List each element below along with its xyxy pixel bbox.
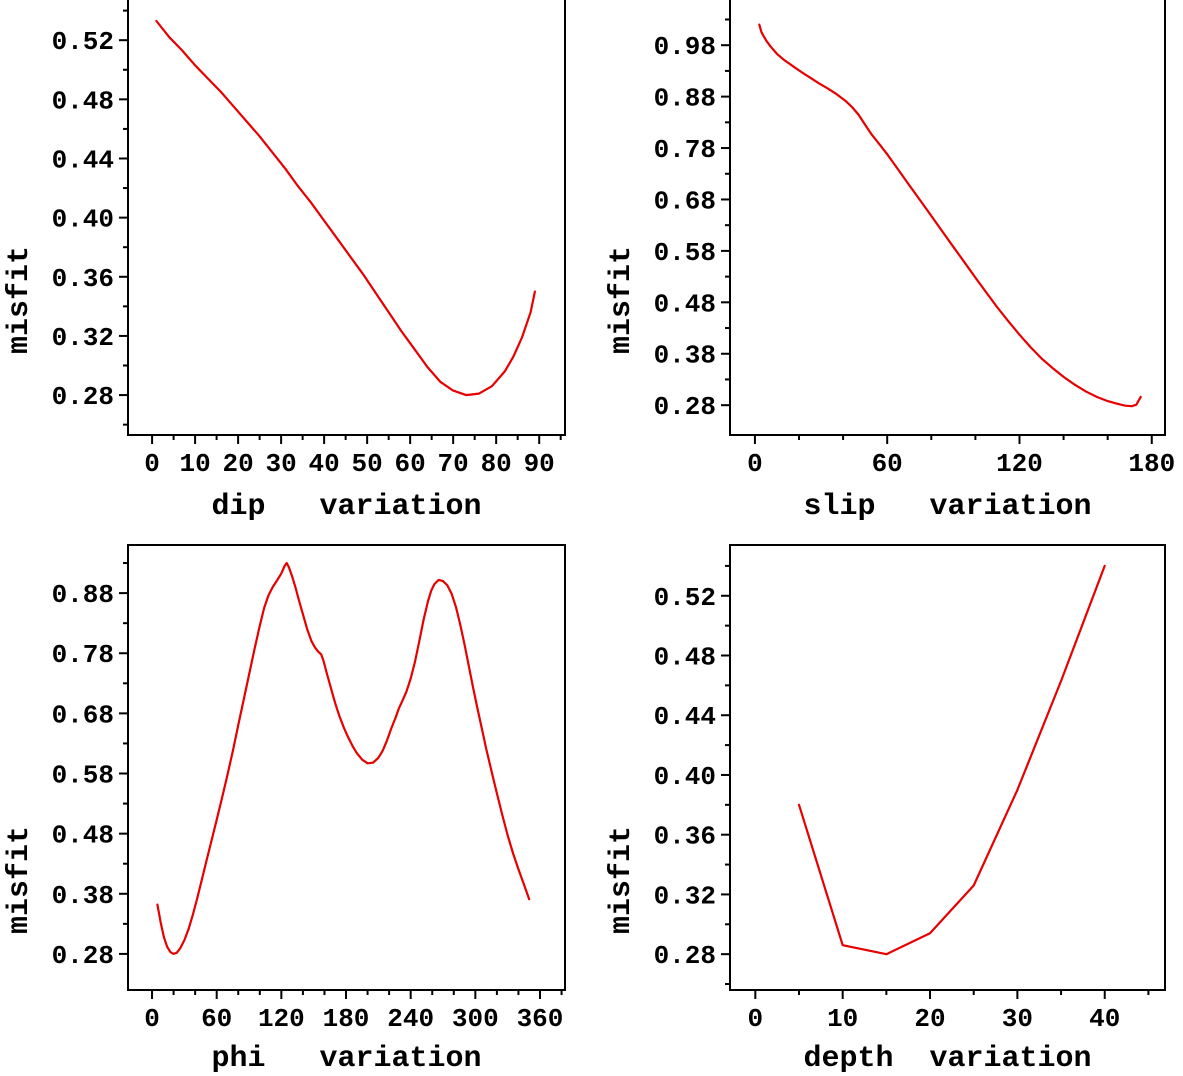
x-tick-label: 40 <box>309 449 340 479</box>
depth-variation-plot: 0 10 20 30 40 0.28 0.32 0.36 0.40 0.44 0.48 0.52 <box>654 544 1166 1034</box>
x-tick-label: 0 <box>144 1004 160 1034</box>
misfit-curve <box>758 23 1142 408</box>
y-tick-label: 0.88 <box>52 580 114 610</box>
x-tick-label: 60 <box>201 1004 232 1034</box>
x-tick-label: 120 <box>996 449 1043 479</box>
misfit-curve <box>155 19 537 397</box>
y-tick-label: 0.44 <box>52 145 114 175</box>
x-tick-label: 60 <box>395 449 426 479</box>
dip-x-axis-title: dip variation <box>211 490 482 524</box>
y-tick-label: 0.68 <box>52 700 114 730</box>
plot-frame <box>127 0 566 436</box>
slip-y-axis-title: misfit <box>605 245 639 355</box>
x-tick-label: 0 <box>747 449 763 479</box>
x-tick-label: 240 <box>387 1004 434 1034</box>
y-tick-label: 0.58 <box>654 238 716 268</box>
y-tick-label: 0.28 <box>52 941 114 971</box>
y-tick-label: 0.38 <box>654 341 716 371</box>
misfit-curve <box>156 561 531 956</box>
y-tick-label: 0.52 <box>52 27 114 57</box>
misfit-curve <box>797 564 1106 956</box>
x-tick-label: 60 <box>872 449 903 479</box>
x-tick-label: 180 <box>323 1004 370 1034</box>
phi-y-axis-title: misfit <box>3 825 37 935</box>
y-tick-label: 0.28 <box>654 392 716 422</box>
y-tick-label: 0.78 <box>654 135 716 165</box>
x-tick-label: 50 <box>352 449 383 479</box>
y-tick-label: 0.58 <box>52 761 114 791</box>
x-tick-label: 30 <box>1002 1004 1033 1034</box>
plot-frame <box>729 544 1166 991</box>
y-tick-label: 0.36 <box>52 264 114 294</box>
y-tick-label: 0.28 <box>654 941 716 971</box>
x-tick-label: 10 <box>827 1004 858 1034</box>
x-tick-label: 10 <box>179 449 210 479</box>
dip-y-axis-title: misfit <box>3 245 37 355</box>
y-tick-label: 0.68 <box>654 186 716 216</box>
x-tick-label: 120 <box>258 1004 305 1034</box>
y-tick-label: 0.32 <box>52 323 114 353</box>
y-tick-label: 0.40 <box>654 762 716 792</box>
plot-frame <box>127 544 566 991</box>
x-tick-label: 20 <box>914 1004 945 1034</box>
y-tick-label: 0.48 <box>654 643 716 673</box>
x-tick-label: 300 <box>452 1004 499 1034</box>
x-tick-label: 30 <box>266 449 297 479</box>
x-tick-label: 0 <box>748 1004 764 1034</box>
x-tick-label: 180 <box>1128 449 1175 479</box>
plot-frame <box>729 0 1166 436</box>
y-tick-label: 0.48 <box>52 86 114 116</box>
y-tick-label: 0.44 <box>654 702 716 732</box>
slip-x-axis-title: slip variation <box>803 490 1092 524</box>
y-tick-label: 0.28 <box>52 382 114 412</box>
slip-variation-plot: 0 60 120 180 0.28 0.38 0.48 0.58 0.68 0.78 0.88 0.9… <box>654 0 1175 479</box>
y-tick-label: 0.32 <box>654 881 716 911</box>
depth-y-axis-title: misfit <box>605 825 639 935</box>
y-tick-label: 0.88 <box>654 84 716 114</box>
phi-variation-plot: 0 60 120 180 240 300 360 0.28 0.38 0.48 0.58 0.68 0.… <box>52 544 566 1034</box>
x-tick-label: 70 <box>438 449 469 479</box>
y-tick-label: 0.98 <box>654 32 716 62</box>
y-tick-label: 0.78 <box>52 640 114 670</box>
x-tick-label: 20 <box>223 449 254 479</box>
y-tick-label: 0.40 <box>52 205 114 235</box>
x-tick-label: 0 <box>144 449 160 479</box>
y-tick-label: 0.38 <box>52 881 114 911</box>
x-tick-label: 360 <box>517 1004 564 1034</box>
y-tick-label: 0.36 <box>654 822 716 852</box>
x-tick-label: 40 <box>1089 1004 1120 1034</box>
depth-x-axis-title: depth variation <box>803 1042 1092 1076</box>
phi-x-axis-title: phi variation <box>211 1042 482 1076</box>
y-tick-label: 0.48 <box>654 289 716 319</box>
dip-variation-plot: 0 10 20 30 40 50 60 70 80 90 0.28 0.32 0.36 0.40 0.44 0… <box>52 0 566 479</box>
x-tick-label: 90 <box>524 449 555 479</box>
y-tick-label: 0.48 <box>52 821 114 851</box>
y-tick-label: 0.52 <box>654 583 716 613</box>
x-tick-label: 80 <box>481 449 512 479</box>
